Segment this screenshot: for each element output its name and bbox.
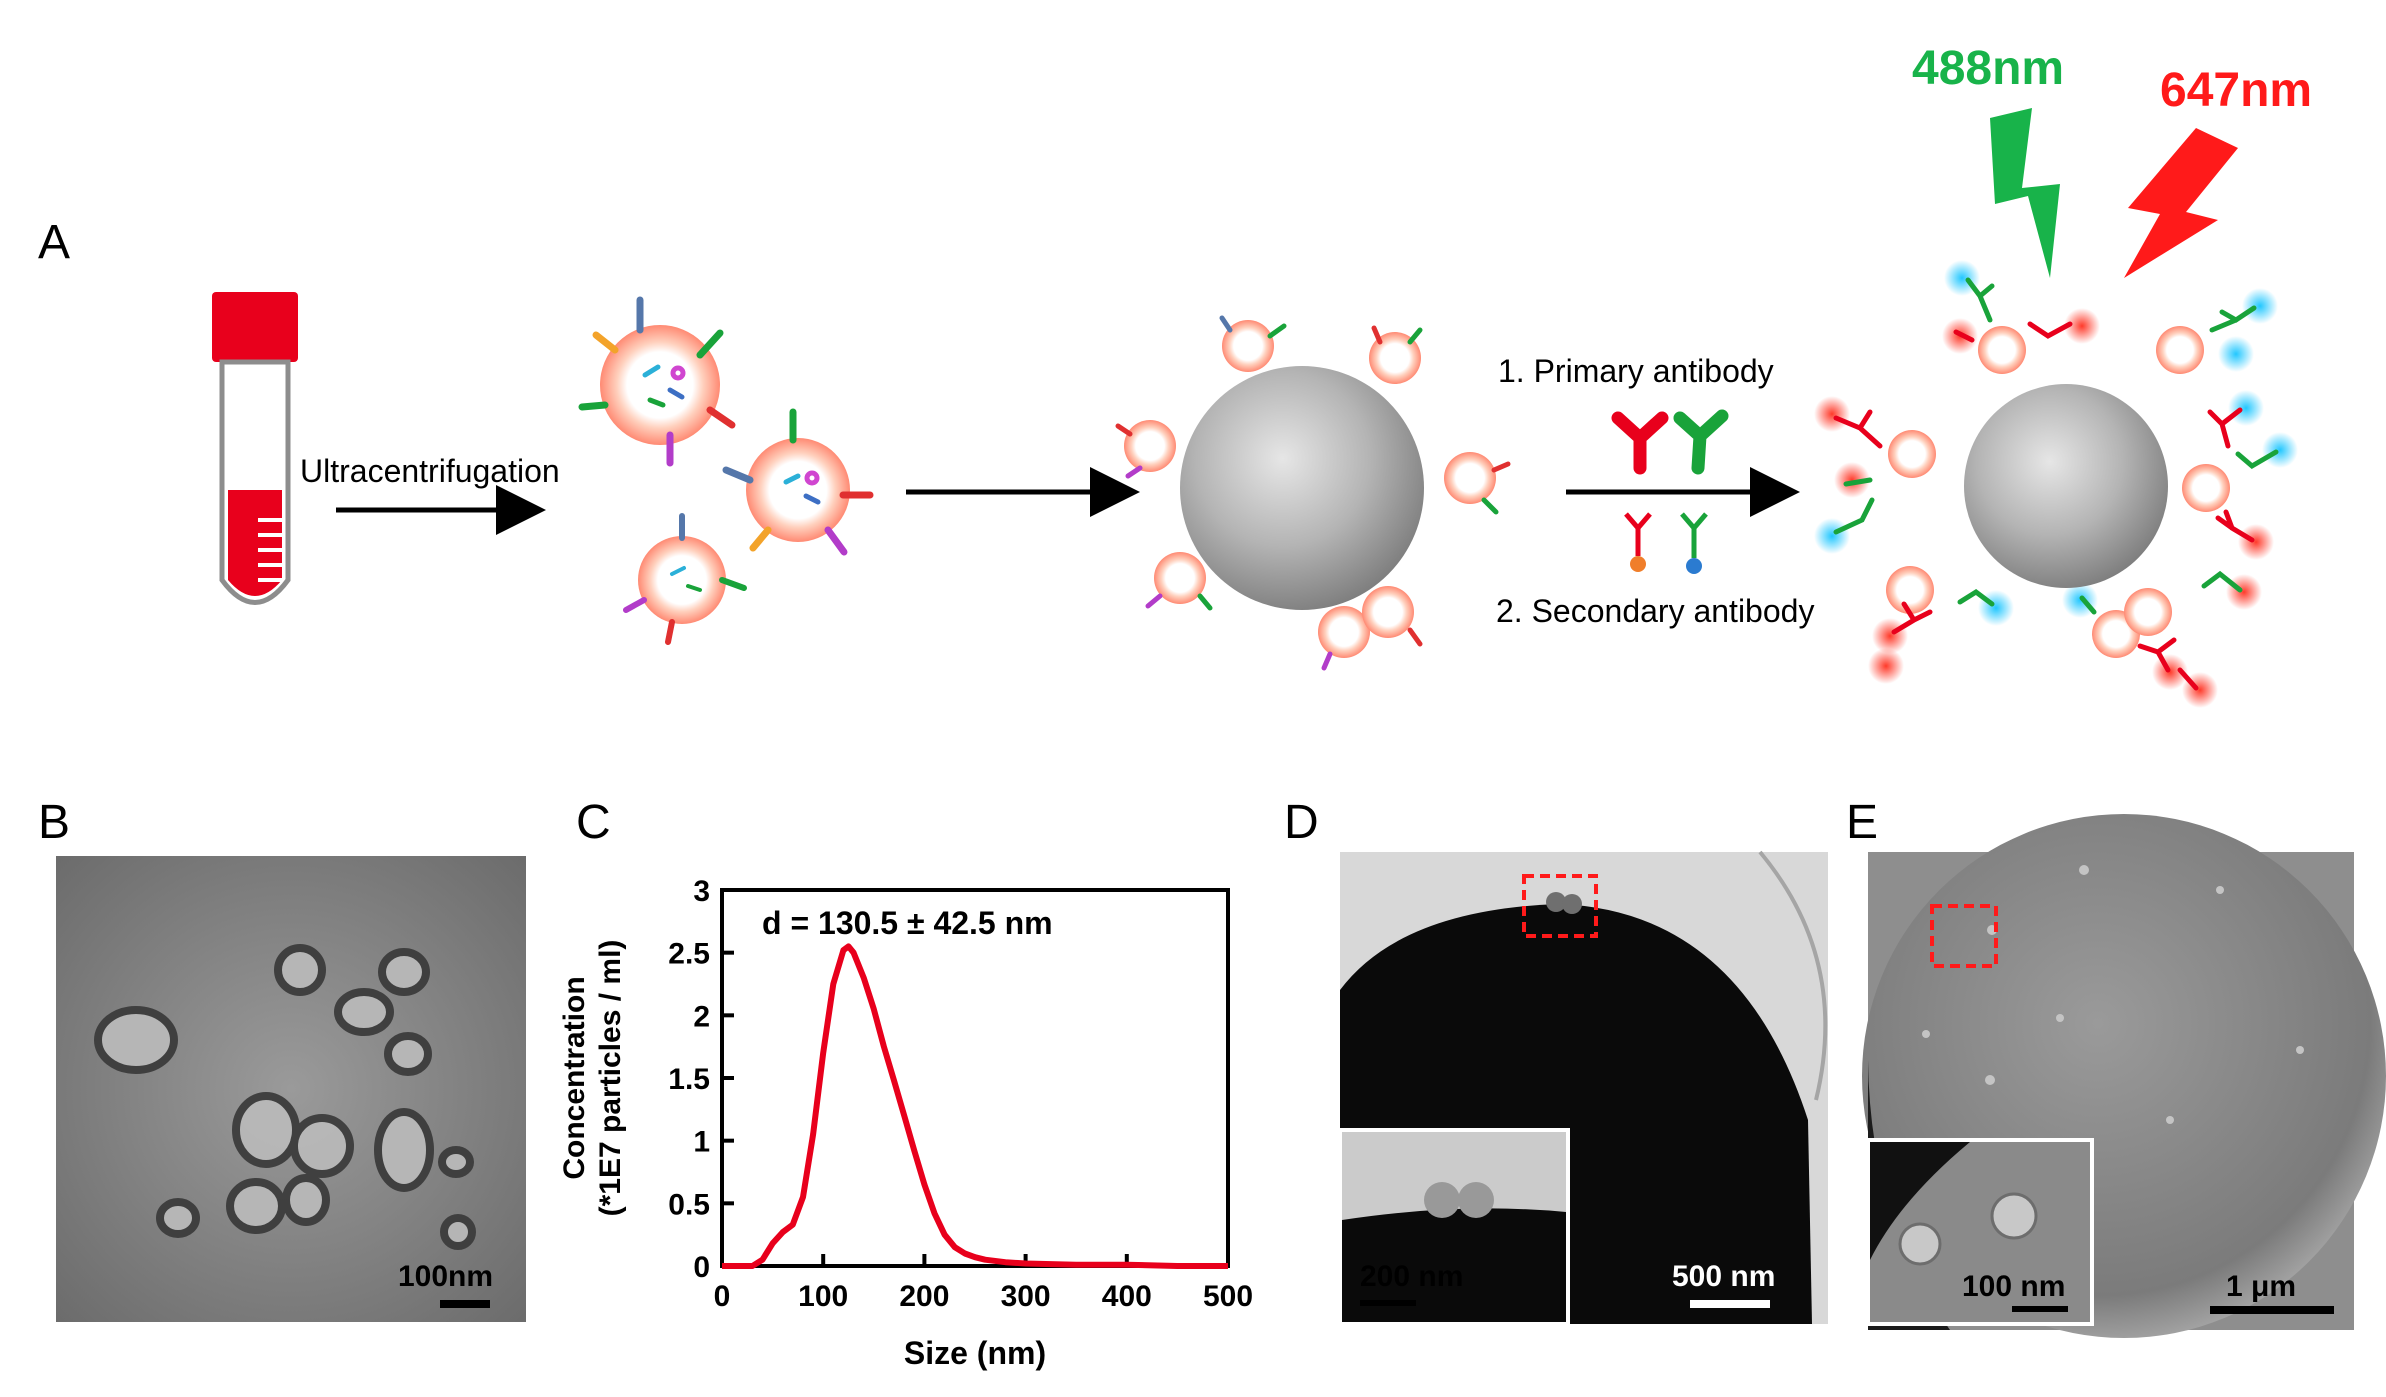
panel-d-inset-scale-label: 200 nm [1360,1260,1463,1293]
primary-antibody-red [1611,411,1669,475]
tem-vesicles [94,944,476,1250]
x-tick-label: 0 [714,1280,731,1313]
y-axis-label-line2: (*1E7 particles / ml) [594,940,627,1217]
y-tick-label: 0 [693,1251,710,1284]
secondary-antibody-green [1680,512,1708,574]
secondary-antibody-red [1624,512,1652,572]
panel-c: C 0 100 200 300 400 500 0 0.5 1 1.5 2 2.5 3 d = 130… [558,796,1253,1371]
panel-d-main-scale-label: 500 nm [1672,1260,1775,1293]
panel-e-main-scale-label: 1 μm [2226,1270,2296,1303]
panel-a-letter: A [38,216,70,269]
highlight-box [1522,874,1598,938]
y-tick-label: 3 [693,875,710,908]
panel-d-inset-scale-bar [1360,1300,1416,1306]
secondary-antibody-label: 2. Secondary antibody [1496,593,1814,629]
x-tick-label: 300 [1001,1280,1051,1313]
panel-b-scale-label: 100nm [398,1260,493,1293]
y-tick-label: 1.5 [668,1063,710,1096]
blood-tube [212,292,298,605]
panel-e-letter: E [1846,796,1878,849]
y-tick-label: 2.5 [668,938,710,971]
x-tick-label: 400 [1102,1280,1152,1313]
highlight-box [1930,904,1998,968]
x-axis-ticks: 0 100 200 300 400 500 [714,1254,1253,1313]
laser-488-label: 488nm [1912,42,2064,95]
x-axis-label: Size (nm) [904,1335,1046,1371]
bead [1964,384,2168,588]
panel-e-inset-scale-label: 100 nm [1962,1270,2065,1303]
y-tick-label: 1 [693,1126,710,1159]
x-tick-label: 100 [798,1280,848,1313]
panel-b-scale-bar [440,1300,490,1308]
laser-647-label: 647nm [2160,64,2312,117]
y-tick-label: 0.5 [668,1188,710,1221]
green-lightning-icon [1990,108,2060,278]
panel-d-letter: D [1284,796,1319,849]
bead-with-exosomes [1115,315,1511,671]
exosome [578,296,736,467]
primary-antibody-green [1673,409,1729,475]
y-tick-label: 2 [693,1000,710,1033]
panel-e-inset-scale-bar [2012,1306,2068,1312]
y-axis-label-line1: Concentration [558,976,591,1179]
panel-b: B 100nm [38,796,526,1322]
size-distribution-line [722,943,1228,1269]
panel-e-main-scale-bar [2210,1306,2334,1314]
red-lightning-icon [2124,128,2238,278]
x-tick-label: 200 [899,1280,949,1313]
bead [1180,366,1424,610]
ultracentrifugation-label: Ultracentrifugation [300,453,560,489]
primary-antibody-label: 1. Primary antibody [1498,353,1774,389]
x-tick-label: 500 [1203,1280,1253,1313]
exosome [623,513,747,645]
labeled-bead [1814,260,2298,708]
panel-b-letter: B [38,796,70,849]
panel-d-main-scale-bar [1690,1300,1770,1308]
panel-a: A Ultracentrifugation [38,42,2312,708]
panel-c-letter: C [576,796,611,849]
exosome [722,408,874,556]
tem-image-exosomes [56,856,526,1322]
chart-annotation: d = 130.5 ± 42.5 nm [762,905,1053,941]
y-axis-ticks: 0 0.5 1 1.5 2 2.5 3 [668,875,734,1284]
panel-e: E 100 nm 1 μm [1846,796,2386,1338]
panel-d: D 200 nm 500 nm [1284,796,1828,1326]
